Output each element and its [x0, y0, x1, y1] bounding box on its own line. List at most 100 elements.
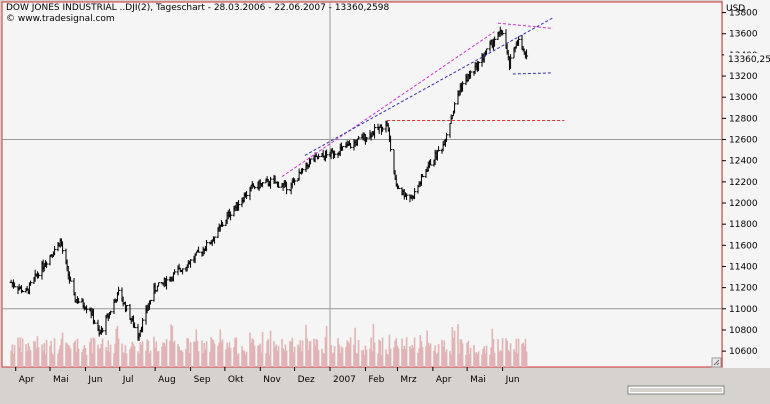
y-tick-label: 10600 — [729, 347, 758, 357]
volume-bar — [389, 348, 392, 367]
volume-bar — [65, 342, 67, 367]
x-tick-label: Okt — [228, 375, 244, 385]
volume-bar — [137, 351, 139, 367]
volume-bar — [66, 343, 68, 367]
volume-bar — [59, 345, 62, 367]
volume-bar — [405, 337, 408, 367]
trendline — [497, 22, 553, 29]
grid-lines — [2, 2, 722, 367]
volume-bar — [348, 343, 351, 367]
volume-bar — [92, 337, 95, 367]
volume-bar — [356, 353, 359, 367]
volume-bar — [188, 352, 191, 367]
volume-bar — [513, 349, 515, 367]
volume-bar — [300, 351, 303, 367]
volume-bar — [146, 339, 148, 367]
volume-bar — [452, 337, 455, 367]
volume-bar — [213, 343, 216, 367]
volume-bar — [477, 351, 480, 367]
horizontal-scrollbar[interactable] — [627, 385, 725, 395]
volume-bar — [53, 338, 56, 367]
scrollbar-thumb[interactable] — [630, 388, 722, 392]
volume-bar — [58, 349, 60, 367]
volume-bar — [419, 335, 422, 367]
resize-grip-icon[interactable] — [711, 357, 722, 368]
volume-bar — [153, 336, 155, 367]
trendline — [304, 17, 554, 156]
volume-bar — [145, 350, 147, 367]
volume-bar — [35, 348, 38, 367]
volume-bar — [13, 344, 16, 367]
volume-bar — [73, 342, 75, 367]
volume-bar — [242, 350, 244, 367]
volume-bar — [474, 353, 476, 367]
x-tick-label: Mai — [53, 375, 69, 385]
volume-bar — [85, 354, 88, 367]
volume-bar — [185, 349, 187, 367]
volume-bar — [316, 340, 319, 367]
volume-bar — [483, 346, 486, 367]
volume-bar — [492, 339, 495, 367]
volume-bar — [234, 338, 236, 367]
volume-bar — [75, 351, 78, 367]
volume-bar — [325, 326, 328, 367]
volume-bar — [341, 347, 344, 367]
volume-bar — [507, 349, 510, 367]
volume-bar — [266, 340, 268, 367]
volume-bar — [397, 348, 400, 367]
x-tick-label: Nov — [263, 375, 281, 385]
volume-bar — [292, 352, 295, 367]
volume-bar — [307, 350, 310, 367]
volume-bar — [449, 350, 451, 367]
volume-bar — [27, 342, 30, 367]
volume-bar — [115, 328, 118, 367]
volume-bar — [506, 340, 508, 367]
volume-bar — [41, 344, 43, 367]
volume-bar — [250, 342, 252, 367]
volume-bar — [337, 338, 339, 367]
volume-bar — [333, 346, 336, 367]
volume-bar — [237, 353, 240, 367]
volume-bar — [468, 354, 471, 367]
volume-bar — [269, 330, 272, 367]
volume-bar — [393, 347, 395, 367]
x-tick-label: Jul — [122, 375, 134, 385]
volume-bar — [132, 343, 135, 367]
y-tick-label: 10800 — [729, 326, 758, 336]
volume-bar — [444, 352, 447, 367]
volume-bar — [521, 343, 523, 367]
x-axis: Apr Mai Jun Jul Aug Sep Okt Nov Dez 2007 Feb Mrz Apr… — [15, 367, 520, 385]
volume-bar — [346, 340, 348, 367]
volume-bar — [61, 332, 64, 367]
volume-bar — [139, 341, 142, 367]
volume-bar — [308, 341, 311, 367]
volume-bar — [371, 351, 374, 367]
volume-bar — [482, 348, 484, 367]
volume-bar — [203, 342, 206, 367]
volume-bar — [467, 340, 470, 367]
volume-bar — [420, 341, 423, 367]
volume-bar — [321, 348, 323, 367]
volume-bar — [331, 353, 334, 367]
volume-bar — [426, 330, 428, 367]
volume-bar — [218, 342, 220, 367]
volume-bar — [378, 339, 380, 367]
volume-bar — [324, 337, 327, 367]
volume-bar — [155, 341, 158, 367]
volume-bar — [509, 343, 512, 367]
volume-bar — [417, 352, 419, 367]
volume-bar — [52, 354, 55, 367]
volume-bar — [125, 353, 128, 367]
volume-bar — [370, 337, 372, 367]
volume-bar — [147, 340, 150, 367]
volume-bar — [443, 340, 446, 367]
volume-bar — [67, 345, 70, 367]
volume-bar — [124, 345, 127, 367]
volume-bar — [116, 325, 119, 367]
volume-bar — [50, 340, 52, 367]
y-axis: 10600 10800 11000 11200 11400 11600 11800 12000… — [722, 9, 758, 357]
volume-bar — [345, 346, 347, 367]
volume-bar — [177, 344, 179, 367]
volume-bar — [497, 339, 499, 367]
